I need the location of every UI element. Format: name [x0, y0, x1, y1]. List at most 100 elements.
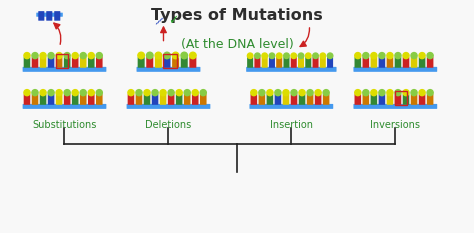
FancyBboxPatch shape	[355, 94, 361, 105]
FancyBboxPatch shape	[32, 94, 38, 105]
FancyBboxPatch shape	[56, 57, 63, 68]
Circle shape	[371, 53, 377, 59]
Circle shape	[419, 90, 425, 96]
FancyBboxPatch shape	[247, 57, 253, 68]
Bar	[164, 55, 177, 68]
Circle shape	[152, 90, 158, 96]
Circle shape	[190, 52, 196, 59]
FancyBboxPatch shape	[371, 57, 377, 68]
Circle shape	[355, 53, 361, 59]
Circle shape	[403, 90, 409, 96]
FancyBboxPatch shape	[395, 94, 401, 105]
Text: (At the DNA level): (At the DNA level)	[181, 38, 293, 51]
Text: Substitutions: Substitutions	[32, 120, 97, 130]
Circle shape	[56, 53, 62, 59]
Circle shape	[267, 90, 273, 96]
FancyBboxPatch shape	[291, 94, 297, 105]
FancyBboxPatch shape	[419, 94, 425, 105]
Circle shape	[136, 90, 142, 96]
FancyBboxPatch shape	[40, 94, 46, 105]
Circle shape	[259, 90, 265, 96]
Circle shape	[181, 52, 188, 59]
FancyBboxPatch shape	[274, 94, 281, 105]
FancyBboxPatch shape	[127, 104, 210, 109]
FancyBboxPatch shape	[152, 94, 158, 105]
Circle shape	[176, 90, 182, 96]
FancyBboxPatch shape	[80, 94, 87, 105]
FancyBboxPatch shape	[371, 94, 377, 105]
Circle shape	[40, 53, 46, 59]
Circle shape	[88, 53, 94, 59]
Circle shape	[173, 52, 179, 59]
FancyBboxPatch shape	[168, 94, 174, 105]
FancyBboxPatch shape	[72, 57, 79, 68]
Circle shape	[371, 90, 377, 96]
FancyBboxPatch shape	[387, 57, 393, 68]
Circle shape	[363, 53, 369, 59]
FancyBboxPatch shape	[262, 57, 268, 68]
Circle shape	[96, 90, 102, 96]
FancyBboxPatch shape	[24, 94, 30, 105]
FancyBboxPatch shape	[355, 57, 361, 68]
Circle shape	[155, 52, 162, 59]
Circle shape	[315, 90, 321, 96]
FancyBboxPatch shape	[411, 94, 417, 105]
FancyBboxPatch shape	[36, 13, 63, 17]
FancyBboxPatch shape	[363, 57, 369, 68]
FancyBboxPatch shape	[96, 94, 102, 105]
FancyBboxPatch shape	[323, 94, 329, 105]
FancyBboxPatch shape	[136, 94, 142, 105]
FancyBboxPatch shape	[427, 94, 433, 105]
Circle shape	[64, 90, 70, 96]
FancyBboxPatch shape	[395, 57, 401, 68]
FancyBboxPatch shape	[379, 94, 385, 105]
FancyBboxPatch shape	[255, 57, 260, 68]
FancyBboxPatch shape	[155, 57, 162, 68]
Circle shape	[427, 90, 433, 96]
Circle shape	[403, 53, 409, 59]
FancyBboxPatch shape	[259, 94, 265, 105]
FancyBboxPatch shape	[251, 94, 257, 105]
FancyBboxPatch shape	[181, 57, 188, 68]
Circle shape	[395, 90, 401, 96]
Circle shape	[328, 53, 333, 58]
Circle shape	[48, 53, 54, 59]
Circle shape	[291, 53, 297, 58]
Text: Inversions: Inversions	[370, 120, 420, 130]
FancyBboxPatch shape	[307, 94, 313, 105]
Circle shape	[80, 53, 86, 59]
Text: ✓: ✓	[168, 14, 179, 27]
FancyBboxPatch shape	[46, 11, 52, 21]
Circle shape	[291, 90, 297, 96]
Text: Insertion: Insertion	[270, 120, 313, 130]
FancyBboxPatch shape	[23, 67, 106, 72]
Circle shape	[164, 52, 170, 59]
FancyBboxPatch shape	[354, 104, 437, 109]
FancyBboxPatch shape	[354, 67, 437, 72]
Circle shape	[146, 52, 153, 59]
Circle shape	[64, 53, 70, 59]
Circle shape	[32, 90, 38, 96]
Circle shape	[247, 53, 253, 58]
FancyBboxPatch shape	[40, 57, 46, 68]
Circle shape	[48, 90, 54, 96]
Circle shape	[427, 53, 433, 59]
FancyBboxPatch shape	[291, 57, 297, 68]
Text: Types of Mutations: Types of Mutations	[151, 8, 323, 23]
Circle shape	[387, 53, 393, 59]
FancyBboxPatch shape	[189, 57, 196, 68]
Circle shape	[299, 90, 305, 96]
Bar	[55, 55, 68, 68]
FancyBboxPatch shape	[246, 67, 337, 72]
FancyBboxPatch shape	[403, 94, 410, 105]
FancyBboxPatch shape	[192, 94, 199, 105]
Circle shape	[320, 53, 326, 58]
Circle shape	[419, 53, 425, 59]
Circle shape	[379, 90, 385, 96]
FancyBboxPatch shape	[305, 57, 311, 68]
FancyBboxPatch shape	[200, 94, 207, 105]
Circle shape	[411, 53, 417, 59]
FancyBboxPatch shape	[427, 57, 433, 68]
Text: /: /	[155, 16, 163, 26]
Circle shape	[96, 53, 102, 59]
